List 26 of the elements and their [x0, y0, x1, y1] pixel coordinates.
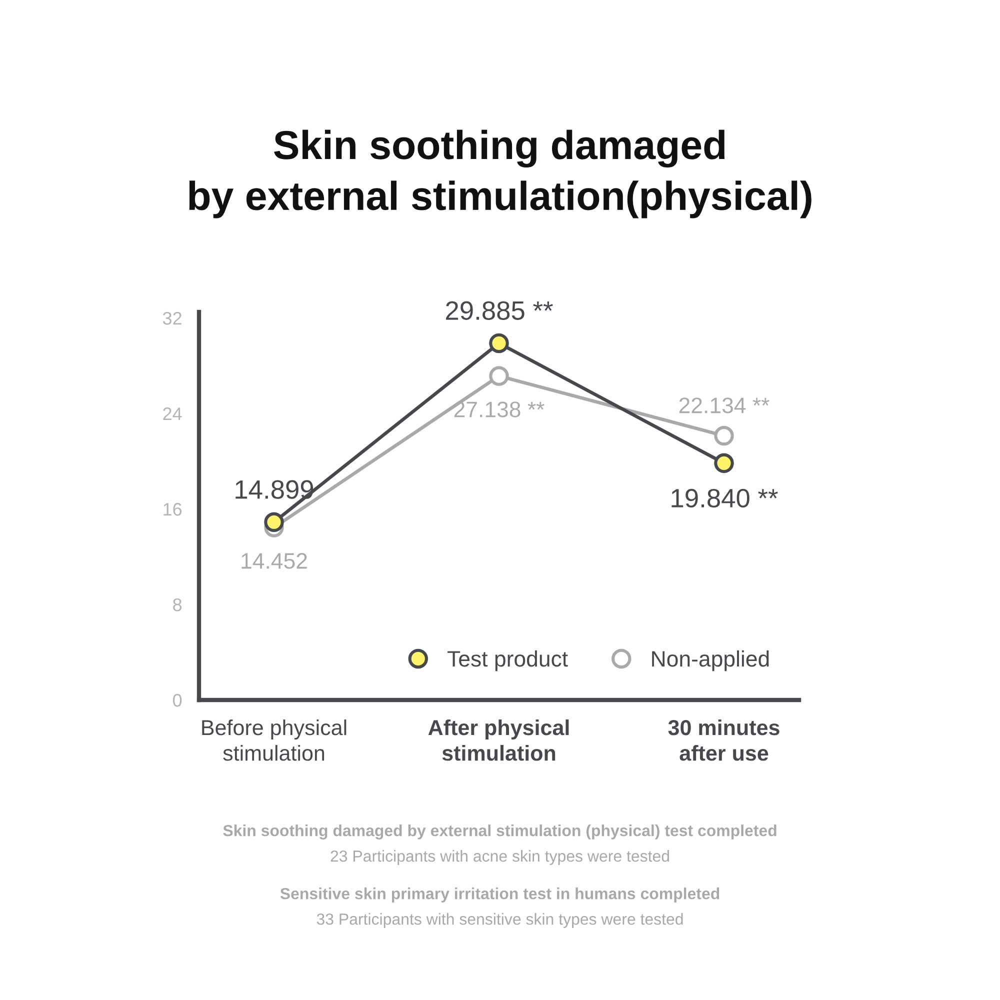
- text: 33 Participants with sensitive skin types were tested: [316, 913, 683, 928]
- x-tick-label: 30 minutes after use: [668, 719, 780, 761]
- point: [489, 366, 509, 386]
- y-tick-label: 16: [164, 502, 182, 516]
- data-label: 27.138 **: [454, 402, 544, 418]
- data-label: 14.452: [242, 553, 307, 569]
- point: [489, 333, 509, 354]
- data-label: 14.899: [236, 480, 314, 499]
- text: Skin soothing damaged by external stimulation (physical) test completed: [223, 824, 776, 840]
- point: [714, 453, 734, 474]
- data-label: 19.840 **: [672, 488, 778, 508]
- data-label: 29.885 **: [446, 301, 553, 320]
- x-tick-label: Before physical stimulation: [202, 719, 346, 761]
- point: [714, 426, 734, 446]
- y-tick-label: 8: [173, 598, 182, 612]
- point: [264, 512, 284, 532]
- chart-title: Skin soothing damaged by external stimulation(physical): [189, 130, 812, 218]
- data-label: 22.134 **: [679, 398, 770, 414]
- text: 23 Participants with acne skin types were tested: [330, 850, 669, 865]
- y-tick-label: 32: [162, 312, 182, 325]
- y-tick-label: 24: [163, 407, 182, 420]
- y-tick-label: 0: [173, 694, 182, 707]
- x-tick-label: After physical stimulation: [428, 719, 569, 761]
- legend-label: Non-applied: [652, 650, 769, 672]
- legend-label: Test product: [448, 650, 568, 672]
- text: Sensitive skin primary irritation test in humans completed: [280, 888, 720, 902]
